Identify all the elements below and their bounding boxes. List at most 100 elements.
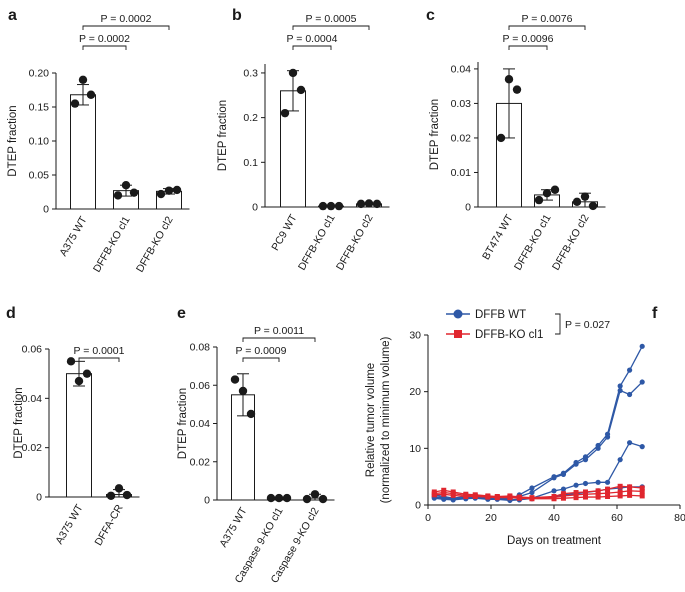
x-tick-label: 0 — [425, 512, 431, 524]
series-point-ko — [516, 495, 522, 501]
data-point — [288, 68, 298, 78]
stat-bracket — [555, 313, 561, 335]
data-point — [364, 199, 374, 208]
data-point — [114, 484, 124, 493]
y-axis-label: DTEP fraction — [217, 100, 229, 171]
panel-f: f 0 10 20 30 0 20 40 60 80 Days on treatment Relati… — [365, 305, 685, 547]
series-point-ko — [560, 495, 566, 501]
data-point — [356, 199, 366, 209]
data-point — [302, 494, 312, 504]
x-axis-label: Days on treatment — [507, 535, 602, 547]
y-tick-label: 0 — [204, 495, 210, 507]
y-tick-label: 0.10 — [29, 136, 50, 148]
y-axis-label: DTEP fraction — [13, 387, 25, 458]
y-tick-label: 0.04 — [190, 418, 211, 430]
series-point-wt — [627, 391, 633, 398]
series-point-wt — [529, 489, 535, 496]
data-point — [156, 189, 166, 199]
significance-bracket — [508, 45, 548, 50]
series-point-ko — [627, 488, 633, 494]
p-value-label: P = 0.0001 — [74, 345, 125, 357]
y-tick-label: 0.02 — [190, 456, 211, 468]
series-point-ko — [463, 494, 469, 499]
panel-label-f: f — [652, 305, 658, 322]
data-point — [121, 181, 131, 190]
y-tick-label: 0 — [252, 202, 258, 214]
y-tick-label: 20 — [409, 386, 421, 398]
series-point-ko — [639, 493, 645, 499]
significance-bracket — [292, 25, 370, 30]
significance-bracket — [78, 357, 120, 362]
significance-bracket — [82, 45, 127, 50]
series-point-ko — [639, 485, 645, 491]
data-point — [310, 490, 320, 499]
y-tick-label: 0 — [465, 202, 471, 214]
series-point-ko — [617, 483, 623, 489]
category-label: DFFB-KO cl2 — [550, 212, 592, 272]
series-point-wt — [617, 383, 623, 389]
series-point-wt — [560, 471, 567, 477]
data-point — [172, 185, 182, 195]
y-tick-label: 0.01 — [451, 167, 472, 179]
series-point-ko — [605, 486, 611, 492]
data-point — [496, 133, 506, 143]
category-label: DFFB-KO cl2 — [134, 214, 176, 274]
data-point — [266, 493, 276, 503]
data-point — [572, 197, 582, 207]
data-point — [129, 188, 139, 197]
series-point-ko — [605, 494, 611, 499]
series-point-wt — [639, 444, 645, 450]
category-label: DFFB-KO cl2 — [334, 212, 376, 272]
data-point — [238, 386, 248, 396]
series-point-ko — [605, 490, 611, 496]
y-tick-label: 0.2 — [243, 112, 258, 124]
series-point-ko — [431, 492, 437, 498]
series-point-wt — [551, 488, 557, 494]
category-label: A375 WT — [217, 505, 250, 549]
data-point — [230, 375, 240, 384]
series-point-ko — [595, 494, 601, 500]
data-point — [282, 493, 292, 503]
p-value-label: P = 0.0009 — [236, 345, 287, 357]
panel-label-d: d — [6, 305, 16, 322]
data-point — [82, 369, 92, 378]
significance-bracket — [242, 337, 316, 342]
series-point-ko — [494, 495, 500, 501]
p-value-label: P = 0.0096 — [503, 33, 554, 45]
data-point — [318, 494, 328, 504]
y-tick-label: 0.06 — [22, 344, 43, 356]
series-point-ko — [627, 492, 633, 498]
series-point-ko — [573, 495, 579, 501]
series-point-ko — [595, 491, 601, 497]
series-point-wt — [560, 486, 567, 492]
data-point — [318, 201, 328, 211]
y-tick-label: 0.05 — [29, 170, 50, 182]
series-point-ko — [627, 484, 633, 490]
series-point-wt — [551, 475, 557, 481]
y-tick-label: 0.02 — [22, 442, 43, 454]
p-value-label: P = 0.0005 — [306, 13, 357, 25]
panel-label-b: b — [232, 7, 242, 24]
y-tick-label: 0.04 — [451, 63, 472, 75]
panel-label-a: a — [8, 7, 17, 24]
significance-bracket — [242, 357, 280, 362]
series-point-wt — [582, 480, 589, 487]
panel-d: d 0 0.02 0.04 0.06 DTEP fraction A375 WT DFFA-C… — [6, 305, 140, 548]
y-tick-label: 0.03 — [451, 98, 472, 110]
y-tick-label: 10 — [409, 443, 421, 455]
y-tick-label: 0.3 — [243, 67, 258, 79]
series-point-wt — [617, 387, 623, 394]
data-point — [550, 185, 560, 194]
series-point-ko — [617, 493, 623, 499]
series-point-wt — [529, 485, 535, 491]
data-point — [326, 201, 336, 211]
category-label: DFFB-KO cl1 — [296, 212, 338, 272]
data-point — [66, 357, 76, 366]
data-point — [372, 199, 382, 209]
y-tick-label: 0.15 — [29, 102, 50, 114]
legend-marker-ko — [454, 330, 462, 338]
data-point — [78, 75, 88, 85]
series-point-wt — [617, 457, 623, 463]
data-point — [588, 201, 598, 211]
